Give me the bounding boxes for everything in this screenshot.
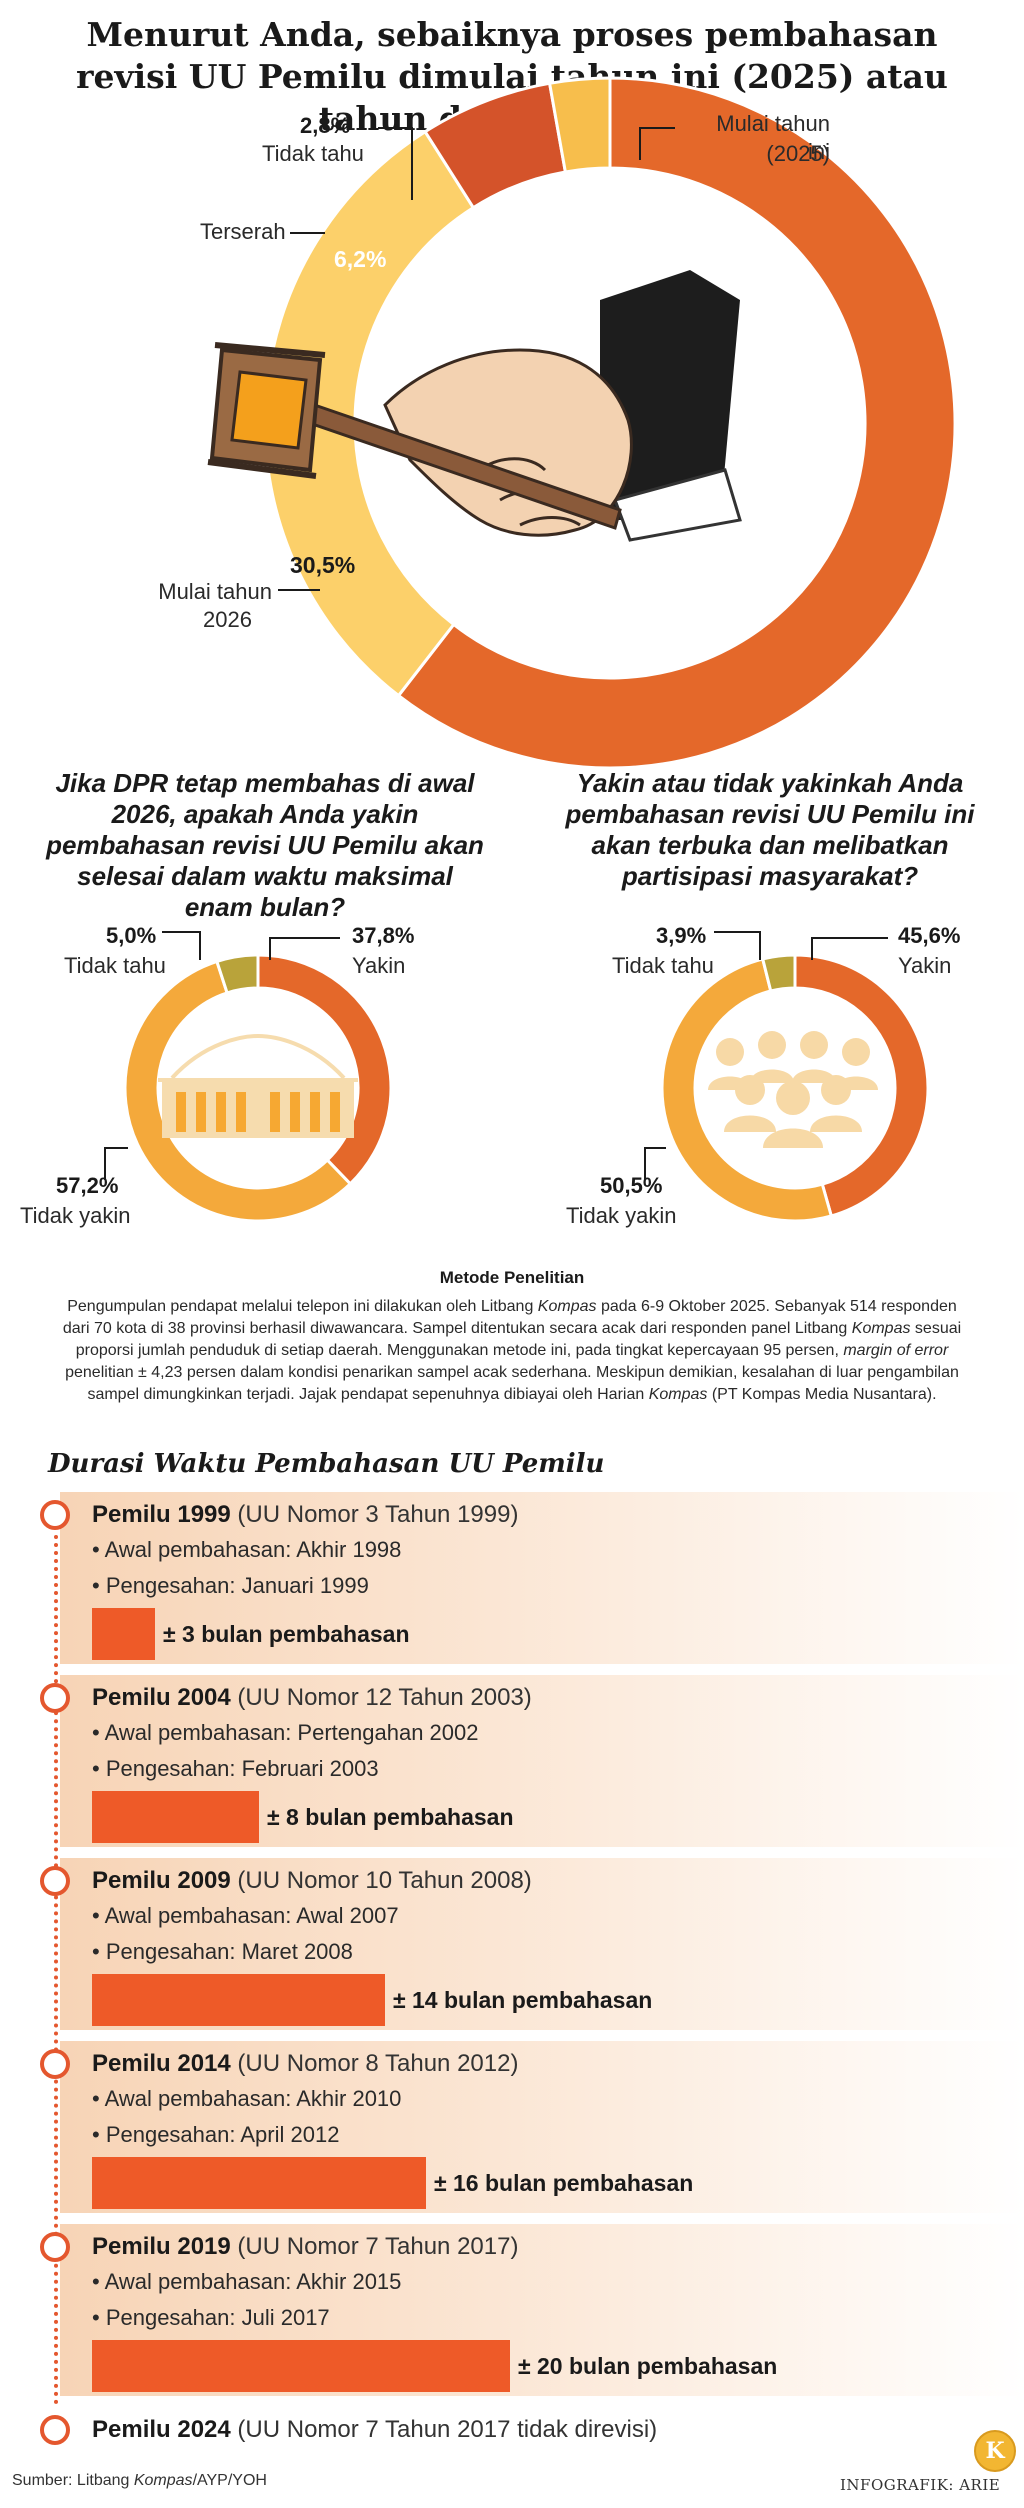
method-body: Pengumpulan pendapat melalui telepon ini… [62, 1298, 962, 1403]
people-group-icon [708, 1031, 878, 1148]
timeline-heading: Pemilu 2024 (UU Nomor 7 Tahun 2017 tidak… [92, 2415, 657, 2445]
pct-tidak-tahu-1: 2,8% [300, 113, 351, 138]
timeline-title: Durasi Waktu Pembahasan UU Pemilu [48, 1449, 605, 1479]
timeline-start: • Awal pembahasan: Awal 2007 [92, 1903, 399, 1928]
leader-tidak-tahu-3 [714, 931, 761, 960]
duration-bar [92, 2340, 510, 2392]
timeline-heading: Pemilu 1999 (UU Nomor 3 Tahun 1999) [92, 1500, 518, 1530]
leader-tidak-tahu [378, 127, 413, 200]
duration-bar [92, 1791, 259, 1843]
timeline-start: • Awal pembahasan: Akhir 2010 [92, 2086, 402, 2111]
source-credit: Sumber: Litbang Kompas/AYP/YOH [12, 2472, 267, 2489]
page-title: Menurut Anda, sebaiknya proses pembahasa… [76, 15, 948, 138]
question-3: Yakin atau tidak yakinkah Anda pembahasa… [565, 768, 975, 891]
donut-chart-start-year [263, 76, 957, 770]
leader-yakin-3 [811, 937, 888, 960]
label-tidak-yakin-2: Tidak yakin [20, 1203, 131, 1228]
timeline-end: • Pengesahan: Januari 1999 [92, 1573, 369, 1598]
timeline-election-name: Pemilu 2014 [92, 2050, 231, 2077]
duration-label: ± 20 bulan pembahasan [518, 2353, 778, 2379]
gavel-hand-illustration [207, 270, 742, 542]
pct-2026: 30,5% [290, 552, 356, 578]
label-tidak-yakin-3: Tidak yakin [566, 1203, 677, 1228]
timeline-start: • Awal pembahasan: Akhir 2015 [92, 2269, 402, 2294]
pct-yakin-2: 37,8% [352, 923, 415, 948]
label-tidak-tahu-2: Tidak tahu [64, 953, 166, 978]
timeline-start: • Awal pembahasan: Akhir 1998 [92, 1537, 402, 1562]
duration-label: ± 8 bulan pembahasan [267, 1804, 514, 1830]
duration-label: ± 3 bulan pembahasan [163, 1621, 410, 1647]
timeline-law: (UU Nomor 8 Tahun 2012) [230, 2050, 519, 2077]
timeline-law: (UU Nomor 7 Tahun 2017) [230, 2233, 519, 2260]
timeline-dotted-line [54, 1535, 58, 2405]
slice-tidak-tahu-3 [760, 953, 797, 993]
label-terserah: Terserah [200, 219, 286, 244]
timeline-election-name: Pemilu 2009 [92, 1867, 231, 1894]
timeline-heading: Pemilu 2004 (UU Nomor 12 Tahun 2003) [92, 1683, 532, 1713]
pct-terserah: 6,2% [334, 246, 387, 272]
timeline-start: • Awal pembahasan: Pertengahan 2002 [92, 1720, 479, 1745]
timeline-election-name: Pemilu 1999 [92, 1501, 231, 1528]
timeline-election-name: Pemilu 2019 [92, 2233, 231, 2260]
label-yakin-3: Yakin [898, 953, 952, 978]
slice-tidak-tahu [547, 76, 612, 174]
infographic-credit: INFOGRAFIK: ARIE [840, 2476, 1001, 2494]
duration-bar [92, 1974, 385, 2026]
timeline-law: (UU Nomor 12 Tahun 2003) [230, 1684, 532, 1711]
leader-2025 [639, 127, 675, 160]
timeline-marker [40, 1683, 70, 1713]
pct-yakin-3: 45,6% [898, 923, 961, 948]
timeline-marker [40, 2232, 70, 2262]
duration-label: ± 14 bulan pembahasan [393, 1987, 653, 2013]
slice-tidak-tahu-2 [215, 953, 260, 995]
pct-tidak-tahu-2: 5,0% [106, 923, 157, 948]
question-2: Jika DPR tetap membahas di awal 2026, ap… [46, 768, 484, 922]
label-2026-line1: Mulai tahun [158, 579, 272, 604]
duration-label: ± 16 bulan pembahasan [434, 2170, 694, 2196]
slice-yakin-3 [793, 953, 930, 1218]
timeline-marker [40, 2415, 70, 2445]
label-tidak-tahu-3: Tidak tahu [612, 953, 714, 978]
timeline-end: • Pengesahan: Maret 2008 [92, 1939, 353, 1964]
pct-2025: 60,5% [536, 182, 602, 208]
timeline-end: • Pengesahan: Juli 2017 [92, 2305, 330, 2330]
leader-tidak-tahu-2 [162, 931, 201, 960]
slice-2025 [396, 76, 957, 770]
timeline-heading: Pemilu 2014 (UU Nomor 8 Tahun 2012) [92, 2049, 518, 2079]
duration-bar [92, 2157, 426, 2209]
label-tidak-tahu-1: Tidak tahu [262, 141, 364, 166]
pct-tidak-yakin-3: 50,5% [600, 1173, 663, 1198]
timeline-end: • Pengesahan: Februari 2003 [92, 1756, 379, 1781]
duration-bar [92, 1608, 155, 1660]
timeline-election-name: Pemilu 2024 [92, 2416, 231, 2443]
timeline-election-name: Pemilu 2004 [92, 1684, 231, 1711]
donut-chart-six-months [104, 931, 393, 1223]
method-title: Metode Penelitian [439, 1268, 585, 1287]
timeline-band [60, 1492, 1024, 1664]
timeline-law: (UU Nomor 10 Tahun 2008) [230, 1867, 532, 1894]
label-yakin-2: Yakin [352, 953, 406, 978]
leader-yakin-2 [269, 937, 340, 960]
timeline-law: (UU Nomor 7 Tahun 2017 tidak direvisi) [230, 2416, 658, 2443]
timeline-heading: Pemilu 2009 (UU Nomor 10 Tahun 2008) [92, 1866, 532, 1896]
timeline-marker [40, 2049, 70, 2079]
leader-tidak-yakin-3 [644, 1147, 666, 1180]
label-2025-line1: Mulai tahun ini [716, 111, 830, 164]
parliament-building-icon [158, 1033, 358, 1138]
pct-tidak-tahu-3: 3,9% [656, 923, 707, 948]
timeline-end: • Pengesahan: April 2012 [92, 2122, 340, 2147]
timeline-heading: Pemilu 2019 (UU Nomor 7 Tahun 2017) [92, 2232, 518, 2262]
leader-tidak-yakin-2 [104, 1147, 128, 1180]
kompas-logo: K [974, 2430, 1016, 2472]
timeline-law: (UU Nomor 3 Tahun 1999) [230, 1501, 519, 1528]
timeline-marker [40, 1866, 70, 1896]
timeline-marker [40, 1500, 70, 1530]
pct-tidak-yakin-2: 57,2% [56, 1173, 119, 1198]
label-2025-line2: (2025) [766, 141, 830, 166]
slice-tidak-yakin-2 [123, 959, 353, 1223]
slice-tidak-yakin-3 [660, 957, 834, 1223]
donut-chart-participation [644, 931, 930, 1223]
label-2026-line2: 2026 [203, 607, 252, 632]
